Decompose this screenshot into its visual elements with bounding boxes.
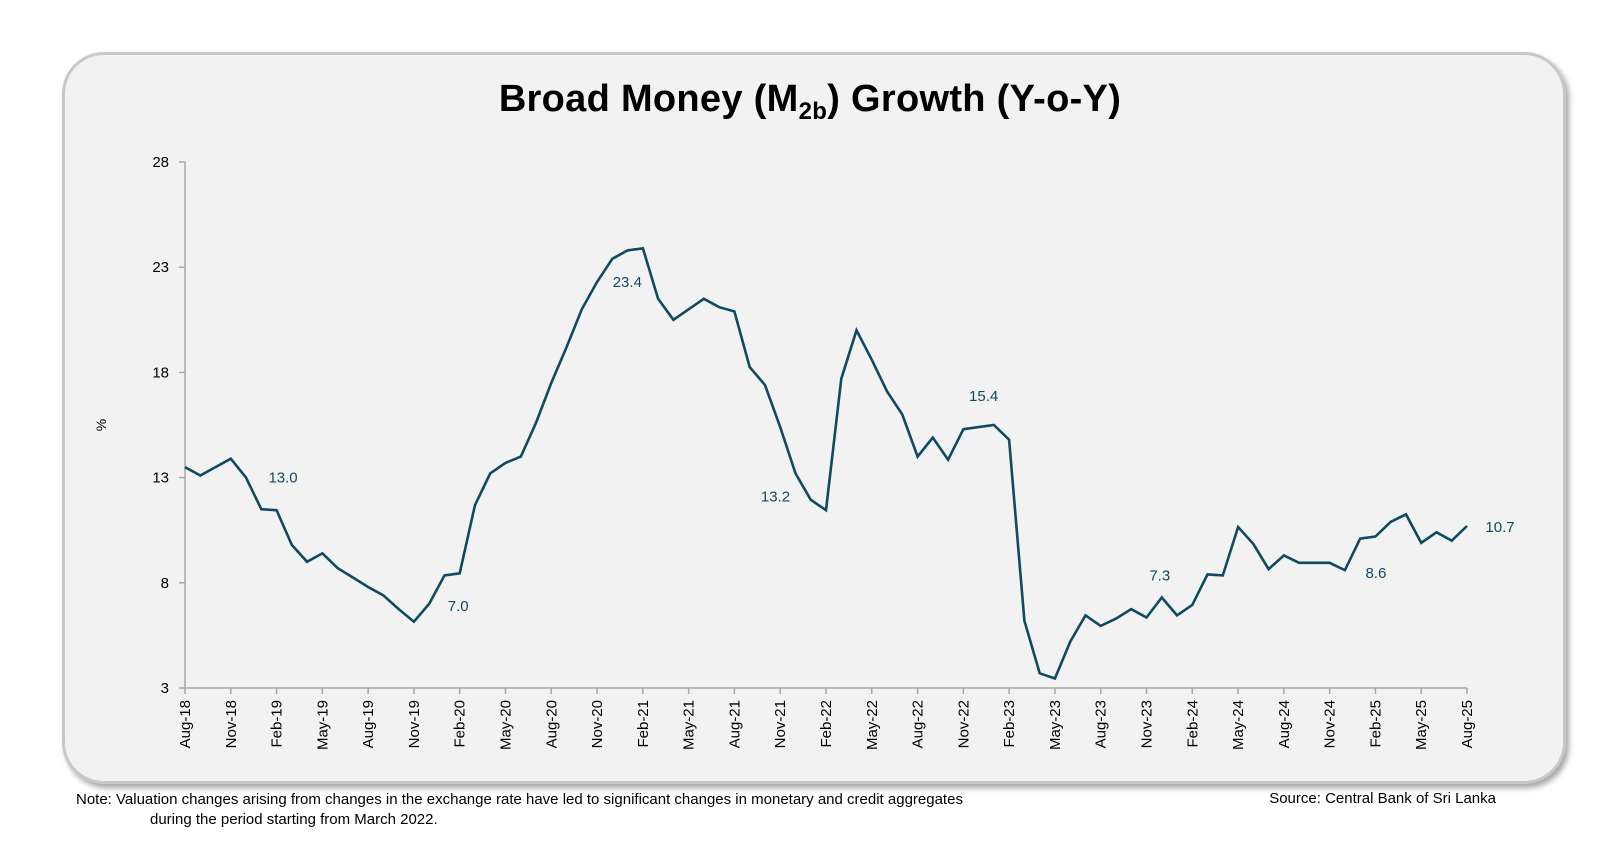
note-line-1: Note: Valuation changes arising from cha… (76, 791, 963, 808)
data-label: 13.2 (761, 488, 790, 505)
x-tick-label: Feb-21 (635, 700, 652, 748)
title-main: Broad Money (M (498, 78, 799, 120)
x-tick-label: Feb-22 (818, 700, 835, 748)
axes: 3 8 13 18 23 28% Aug-18 Nov-18 Feb-19 May-19 Aug-1… (93, 154, 1476, 750)
y-tick-label: 8 (161, 575, 169, 592)
x-tick-label: May-21 (681, 700, 698, 750)
x-tick-label: Feb-19 (269, 700, 286, 748)
x-tick-label: May-23 (1047, 700, 1064, 750)
x-tick-label: Nov-19 (406, 700, 423, 748)
y-tick-label: 28 (152, 154, 169, 171)
x-tick-label: Aug-25 (1459, 700, 1476, 748)
x-tick-label: Aug-23 (1093, 700, 1110, 748)
x-tick-label: Feb-25 (1367, 700, 1384, 748)
x-tick-label: Nov-18 (223, 700, 240, 748)
x-tick-label: Aug-24 (1276, 700, 1293, 748)
y-axis-label: % (93, 419, 109, 431)
x-tick-label: Feb-23 (1001, 700, 1018, 748)
x-tick-label: Aug-18 (177, 700, 194, 748)
x-tick-label: Feb-24 (1184, 700, 1201, 748)
x-tick-label: Aug-20 (543, 700, 560, 748)
chart-title: Broad Money (M2b) Growth (Y-o-Y) (0, 78, 1600, 124)
y-tick-label: 18 (152, 364, 169, 381)
x-tick-label: May-20 (498, 700, 515, 750)
data-label: 15.4 (969, 388, 998, 405)
x-tick-label: Aug-19 (360, 700, 377, 748)
y-tick-label: 23 (152, 259, 169, 276)
x-tick-label: May-22 (864, 700, 881, 750)
data-label: 23.4 (613, 274, 642, 291)
title-subscript: 2b (798, 98, 828, 125)
data-labels: 13.0 7.0 23.4 13.2 15.4 7.3 8.6 10.7 (268, 274, 1514, 615)
source-text: Source: Central Bank of Sri Lanka (1269, 790, 1496, 807)
y-tick-label: 13 (152, 470, 169, 487)
x-tick-label: Nov-22 (955, 700, 972, 748)
x-tick-label: Feb-20 (452, 700, 469, 748)
data-label: 7.3 (1149, 568, 1170, 585)
data-label: 13.0 (268, 470, 297, 487)
data-label: 8.6 (1365, 565, 1386, 582)
title-tail: ) Growth (Y-o-Y) (827, 78, 1122, 120)
x-tick-label: Nov-21 (772, 700, 789, 748)
data-label: 10.7 (1485, 519, 1514, 536)
data-label: 7.0 (448, 598, 469, 615)
x-tick-label: May-24 (1230, 700, 1247, 750)
x-tick-label: Aug-21 (726, 700, 743, 748)
x-tick-label: May-25 (1413, 700, 1430, 750)
series-group (184, 246, 1468, 681)
x-tick-label: Aug-22 (910, 700, 927, 748)
x-tick-label: Nov-24 (1322, 700, 1339, 748)
y-tick-label: 3 (161, 680, 169, 697)
x-tick-label: May-19 (314, 700, 331, 750)
series-line-m2b-growth (184, 246, 1468, 681)
x-tick-label: Nov-23 (1139, 700, 1156, 748)
note-line-2: during the period starting from March 20… (150, 811, 438, 828)
chart-card (62, 52, 1566, 784)
x-tick-label: Nov-20 (589, 700, 606, 748)
note: Note: Valuation changes arising from cha… (76, 790, 963, 830)
